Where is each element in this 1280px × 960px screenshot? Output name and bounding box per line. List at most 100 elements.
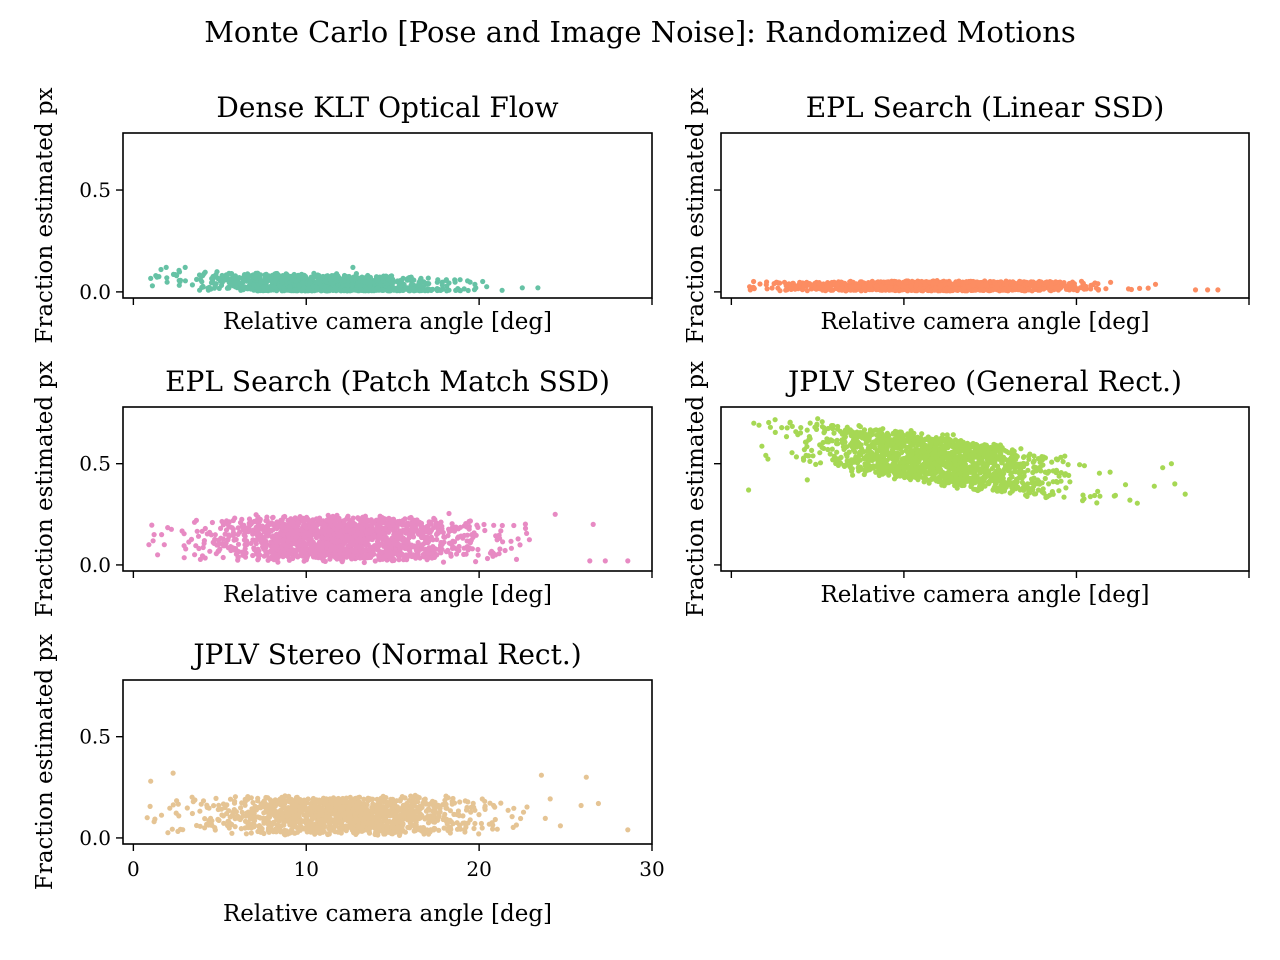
- scatter-point: [1090, 282, 1096, 288]
- scatter-point: [500, 539, 506, 545]
- scatter-point: [261, 529, 268, 535]
- scatter-point: [212, 532, 218, 538]
- scatter-point: [418, 533, 424, 539]
- scatter-point: [257, 518, 263, 524]
- scatter-point: [522, 521, 529, 527]
- scatter-point: [1053, 285, 1059, 292]
- axes-frame: [122, 406, 653, 572]
- scatter-point: [183, 546, 189, 552]
- scatter-point: [317, 277, 323, 283]
- scatter-series: [148, 264, 541, 294]
- scatter-point: [299, 280, 305, 286]
- scatter-point: [344, 554, 350, 560]
- scatter-point: [429, 555, 435, 561]
- scatter-point: [193, 517, 199, 524]
- scatter-point: [343, 526, 349, 532]
- scatter-point: [404, 286, 410, 292]
- scatter-point: [149, 522, 155, 528]
- scatter-point: [349, 282, 355, 288]
- scatter-point: [480, 278, 486, 285]
- scatter-point: [496, 532, 502, 538]
- scatter-point: [921, 281, 928, 287]
- scatter-point: [913, 283, 919, 289]
- scatter-point: [255, 529, 261, 535]
- scatter-point: [1001, 286, 1008, 292]
- scatter-point: [277, 531, 284, 537]
- scatter-point: [240, 284, 246, 290]
- scatter-point: [769, 285, 775, 291]
- scatter-point: [186, 539, 192, 545]
- scatter-point: [817, 281, 823, 287]
- figure-title: Monte Carlo [Pose and Image Noise]: Rand…: [204, 15, 1076, 49]
- scatter-point: [552, 511, 558, 517]
- scatter-point: [1080, 280, 1086, 286]
- scatter-point: [831, 430, 837, 436]
- scatter-point: [453, 524, 459, 530]
- scatter-point: [526, 537, 533, 543]
- scatter-point: [473, 285, 479, 291]
- scatter-point: [842, 280, 848, 286]
- y-axis-label: Fraction estimated px: [32, 87, 58, 343]
- scatter-point: [195, 533, 202, 539]
- y-axis-label: Fraction estimated px: [32, 361, 58, 617]
- scatter-point: [414, 549, 420, 555]
- scatter-point: [350, 264, 356, 270]
- scatter-point: [241, 524, 247, 530]
- scatter-point: [300, 515, 306, 522]
- scatter-point: [942, 280, 948, 286]
- scatter-point: [279, 277, 285, 283]
- scatter-point: [304, 554, 310, 560]
- scatter-point: [235, 531, 241, 538]
- scatter-point: [982, 282, 988, 288]
- scatter-point: [289, 277, 295, 283]
- scatter-point: [418, 525, 424, 531]
- scatter-point: [1009, 281, 1016, 287]
- scatter-point: [251, 545, 257, 551]
- scatter-point: [164, 275, 170, 281]
- scatter-point: [804, 427, 810, 433]
- scatter-point: [235, 525, 241, 531]
- scatter-point: [793, 429, 799, 435]
- scatter-point: [1029, 288, 1035, 294]
- scatter-point: [322, 558, 328, 565]
- scatter-point: [1017, 279, 1024, 285]
- scatter-point: [241, 537, 247, 543]
- scatter-point: [481, 521, 487, 528]
- scatter-point: [800, 286, 806, 292]
- scatter-point: [751, 285, 757, 291]
- y-tick-label: 0.0: [79, 280, 111, 304]
- scatter-point: [321, 521, 327, 527]
- scatter-point: [382, 526, 389, 532]
- scatter-point: [221, 521, 227, 527]
- scatter-point: [378, 535, 384, 541]
- scatter-point: [315, 544, 321, 550]
- scatter-point: [310, 283, 316, 289]
- scatter-point: [272, 521, 278, 527]
- scatter-point: [1018, 446, 1024, 452]
- scatter-point: [254, 270, 260, 277]
- scatter-point: [314, 522, 320, 528]
- scatter-point: [372, 558, 378, 564]
- scatter-point: [440, 559, 447, 565]
- scatter-point: [189, 282, 195, 288]
- scatter-point: [192, 552, 198, 558]
- scatter-point: [441, 534, 447, 540]
- scatter-point: [231, 537, 237, 543]
- scatter-point: [1062, 283, 1069, 289]
- scatter-point: [353, 271, 359, 277]
- scatter-point: [779, 425, 785, 431]
- scatter-point: [344, 514, 351, 520]
- scatter-point: [416, 287, 422, 293]
- scatter-point: [263, 538, 269, 544]
- scatter-point: [207, 529, 213, 535]
- scatter-point: [274, 537, 280, 543]
- scatter-point: [457, 524, 464, 530]
- scatter-point: [1096, 470, 1102, 476]
- scatter-point: [888, 280, 894, 286]
- scatter-point: [904, 287, 911, 293]
- scatter-point: [196, 272, 203, 278]
- scatter-point: [367, 283, 373, 289]
- scatter-point: [767, 424, 774, 430]
- scatter-point: [223, 527, 230, 533]
